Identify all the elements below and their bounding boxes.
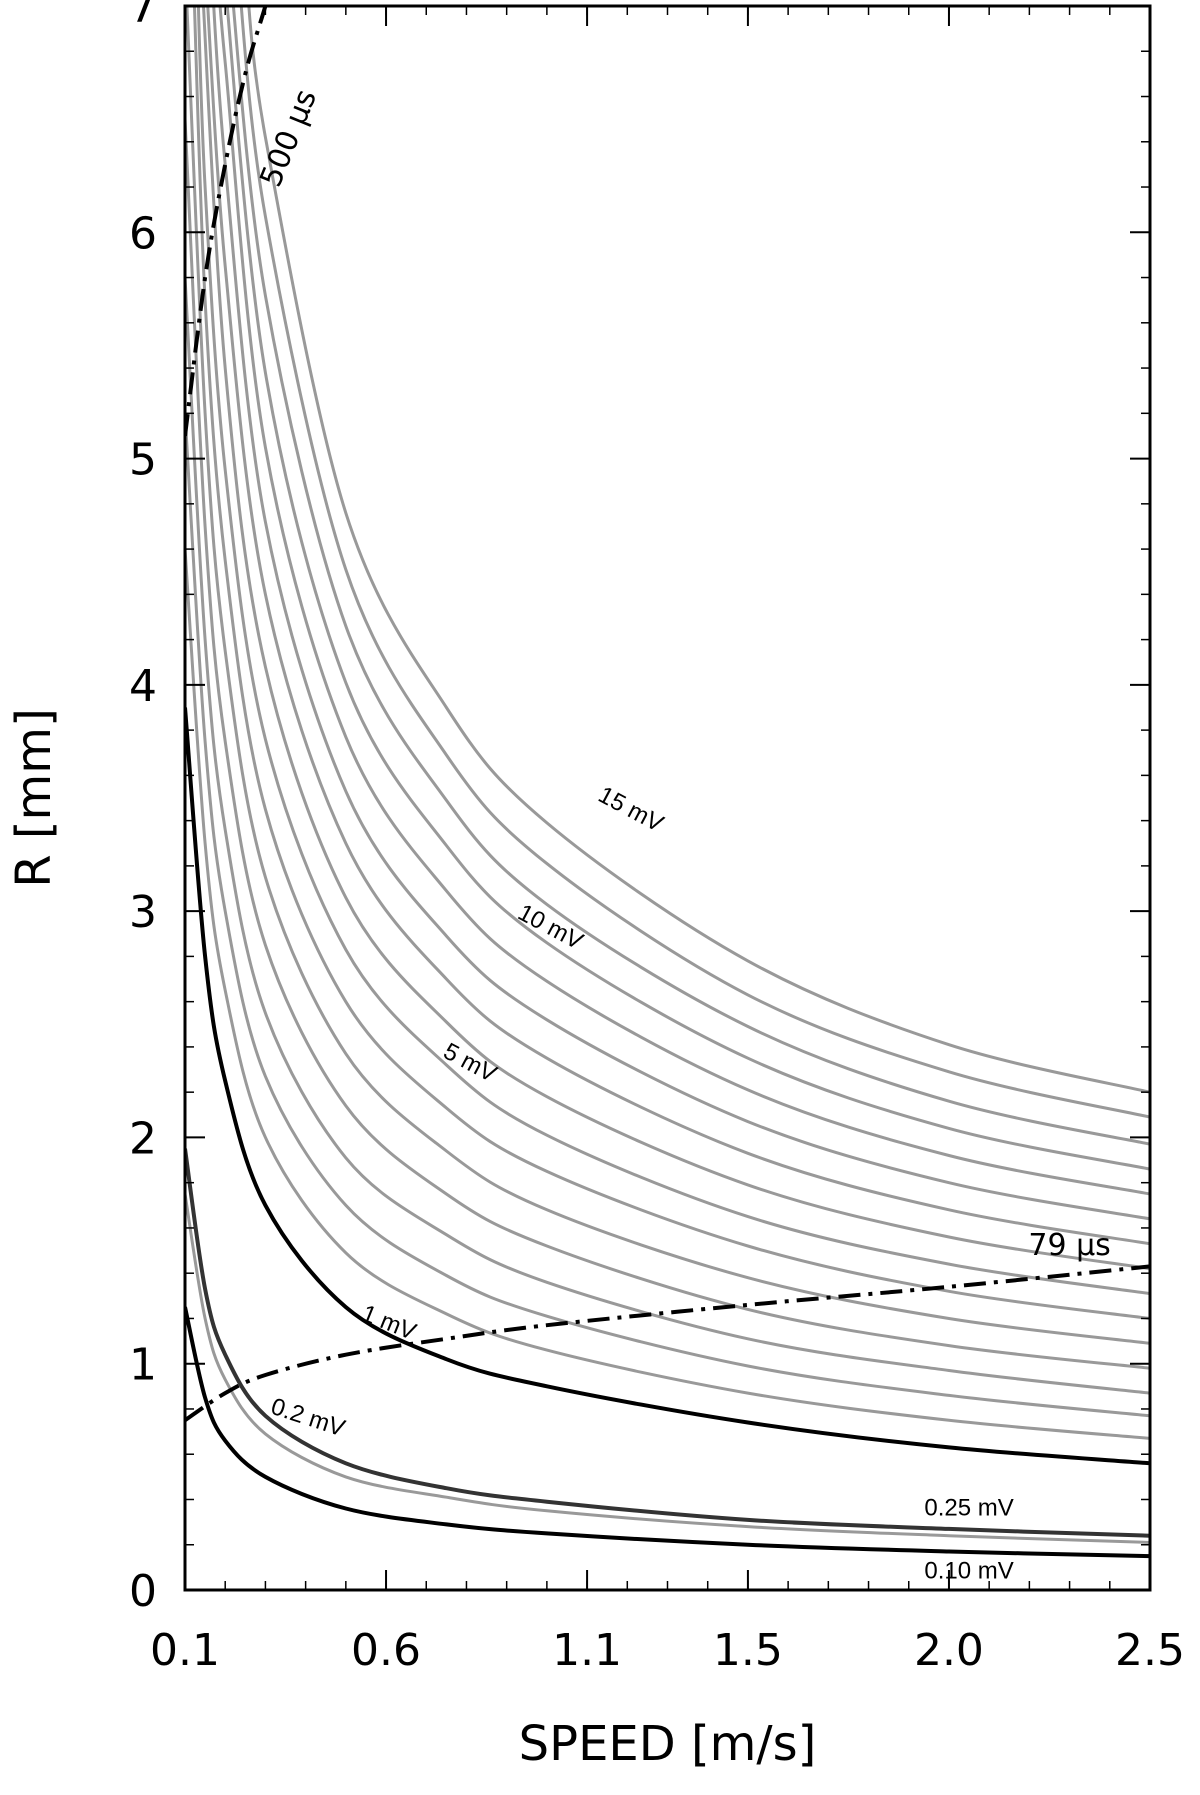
y-tick-label: 0 — [129, 1566, 157, 1617]
curve-label: 0.10 mV — [924, 1558, 1013, 1585]
x-tick-label: 2.5 — [1115, 1625, 1185, 1676]
y-axis-title: R [mm] — [6, 708, 62, 888]
curve-label: 15 mV — [594, 781, 668, 837]
time-line-label: 79 μs — [1028, 1228, 1110, 1263]
series-line-0_2mV — [185, 1193, 1150, 1544]
series-line-6mV — [185, 6, 1150, 1345]
x-tick-label: 2.0 — [914, 1625, 984, 1676]
series-line-12mV — [218, 6, 1150, 1196]
series-line-2mV — [185, 548, 1150, 1440]
series-line-15mV — [239, 6, 1150, 1119]
series-line-16mV — [247, 6, 1150, 1094]
y-tick-label: 3 — [129, 887, 157, 938]
series-line-9mV — [202, 6, 1150, 1271]
series-line-8mV — [196, 6, 1150, 1296]
y-tick-label: 4 — [129, 661, 157, 712]
time-lines-layer — [185, 6, 1150, 1422]
series-line-10mV — [206, 6, 1150, 1246]
y-tick-label: 6 — [129, 208, 157, 259]
series-line-0_25mV — [185, 1148, 1150, 1538]
curve-label: 0.2 mV — [268, 1393, 349, 1442]
time-line-1 — [185, 1264, 1150, 1422]
y-tick-label: 1 — [129, 1340, 157, 1391]
x-tick-label: 1.1 — [552, 1625, 622, 1676]
curve-label: 1 mV — [358, 1300, 420, 1346]
series-line-1mV — [185, 707, 1150, 1466]
time-line-0 — [185, 6, 268, 437]
curve-label: 0.25 mV — [924, 1494, 1013, 1521]
series-line-0_1mV — [185, 1306, 1150, 1559]
series-line-5mV — [185, 119, 1150, 1370]
ticks-layer — [184, 5, 1151, 1591]
x-tick-label: 1.5 — [713, 1625, 783, 1676]
x-axis-title: SPEED [m/s] — [519, 1716, 817, 1772]
y-tick-label: 2 — [129, 1113, 157, 1164]
series-line-7mV — [192, 6, 1150, 1320]
x-tick-label: 0.1 — [150, 1625, 220, 1676]
series-line-13mV — [225, 6, 1150, 1171]
y-tick-label: 7 — [129, 0, 157, 33]
x-tick-label: 0.6 — [351, 1625, 421, 1676]
series-line-4mV — [185, 277, 1150, 1395]
series-line-14mV — [231, 6, 1150, 1146]
curves-layer — [185, 6, 1150, 1559]
y-tick-label: 5 — [129, 435, 157, 486]
series-line-11mV — [212, 6, 1150, 1221]
series-line-3mV — [185, 413, 1150, 1418]
